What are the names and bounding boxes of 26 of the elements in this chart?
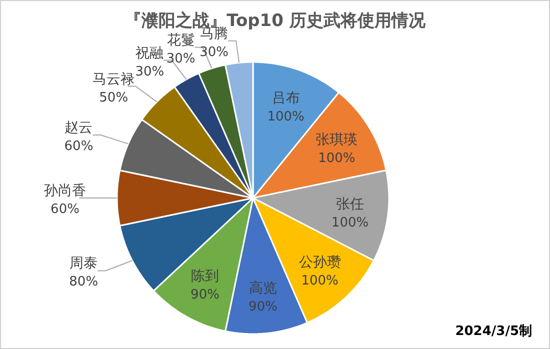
slice-label: 马云禄 bbox=[92, 71, 135, 88]
slice-label: 吕布 bbox=[272, 90, 300, 107]
data-label: 100% bbox=[331, 215, 369, 230]
data-label: 30% bbox=[200, 44, 228, 60]
slice-label: 祝融 bbox=[136, 45, 164, 62]
data-label: 90% bbox=[190, 287, 220, 302]
data-label: 30% bbox=[135, 64, 164, 80]
data-label: 60% bbox=[50, 202, 80, 217]
slice-label: 公孙瓒 bbox=[298, 254, 341, 271]
slice-label: 花鬘 bbox=[166, 32, 195, 48]
slice-label: 陈到 bbox=[191, 268, 220, 284]
slice-label: 周泰 bbox=[70, 256, 98, 272]
data-label: 60% bbox=[64, 139, 94, 154]
slice-label: 张琪瑛 bbox=[316, 132, 358, 148]
slice-label: 张任 bbox=[336, 196, 364, 212]
text: 2024/3/5制 bbox=[455, 324, 532, 339]
slice-label: 高览 bbox=[249, 280, 278, 296]
slice-label: 孙尚香 bbox=[44, 183, 86, 199]
slice-label: 赵云 bbox=[64, 120, 93, 136]
data-label: 80% bbox=[69, 274, 98, 290]
data-label: 100% bbox=[301, 274, 338, 289]
data-label: 30% bbox=[166, 51, 196, 66]
data-label: 100% bbox=[267, 110, 304, 125]
data-label: 50% bbox=[99, 90, 128, 106]
data-label: 100% bbox=[318, 151, 356, 166]
data-label: 90% bbox=[248, 299, 278, 314]
